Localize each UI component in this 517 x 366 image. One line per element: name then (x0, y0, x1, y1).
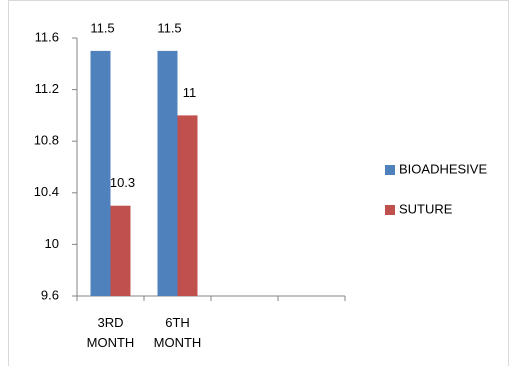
bar (110, 205, 131, 296)
data-label: 11.5 (90, 20, 114, 35)
legend-label: BIOADHESIVE (399, 161, 487, 176)
y-tick-label: 11.6 (35, 29, 59, 44)
bar (177, 115, 198, 297)
legend-swatch (385, 205, 395, 215)
legend-swatch (385, 165, 395, 175)
x-tick-label: 6TH MONTH (153, 315, 202, 350)
data-label: 11 (183, 85, 197, 100)
y-tick-label: 10.8 (34, 133, 59, 148)
bar (157, 50, 178, 297)
y-tick-label: 9.6 (41, 287, 59, 302)
y-tick-label: 11.2 (35, 81, 59, 96)
x-tick-label: 3RD MONTH (86, 315, 135, 350)
bar (90, 50, 111, 297)
legend-label: SUTURE (399, 201, 453, 216)
y-tick-label: 10.4 (34, 184, 59, 199)
data-label: 11.5 (157, 20, 181, 35)
y-tick-label: 10 (45, 236, 59, 251)
chart-border (8, 0, 509, 366)
data-label: 10.3 (110, 175, 135, 190)
